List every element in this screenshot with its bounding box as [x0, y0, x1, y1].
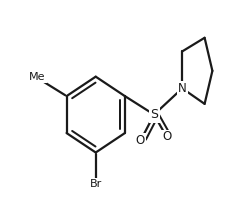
Text: O: O [136, 134, 145, 147]
Text: N: N [178, 82, 187, 95]
Text: Me: Me [29, 72, 46, 82]
Text: S: S [150, 108, 158, 121]
Text: Br: Br [90, 179, 102, 189]
Text: O: O [162, 130, 171, 143]
